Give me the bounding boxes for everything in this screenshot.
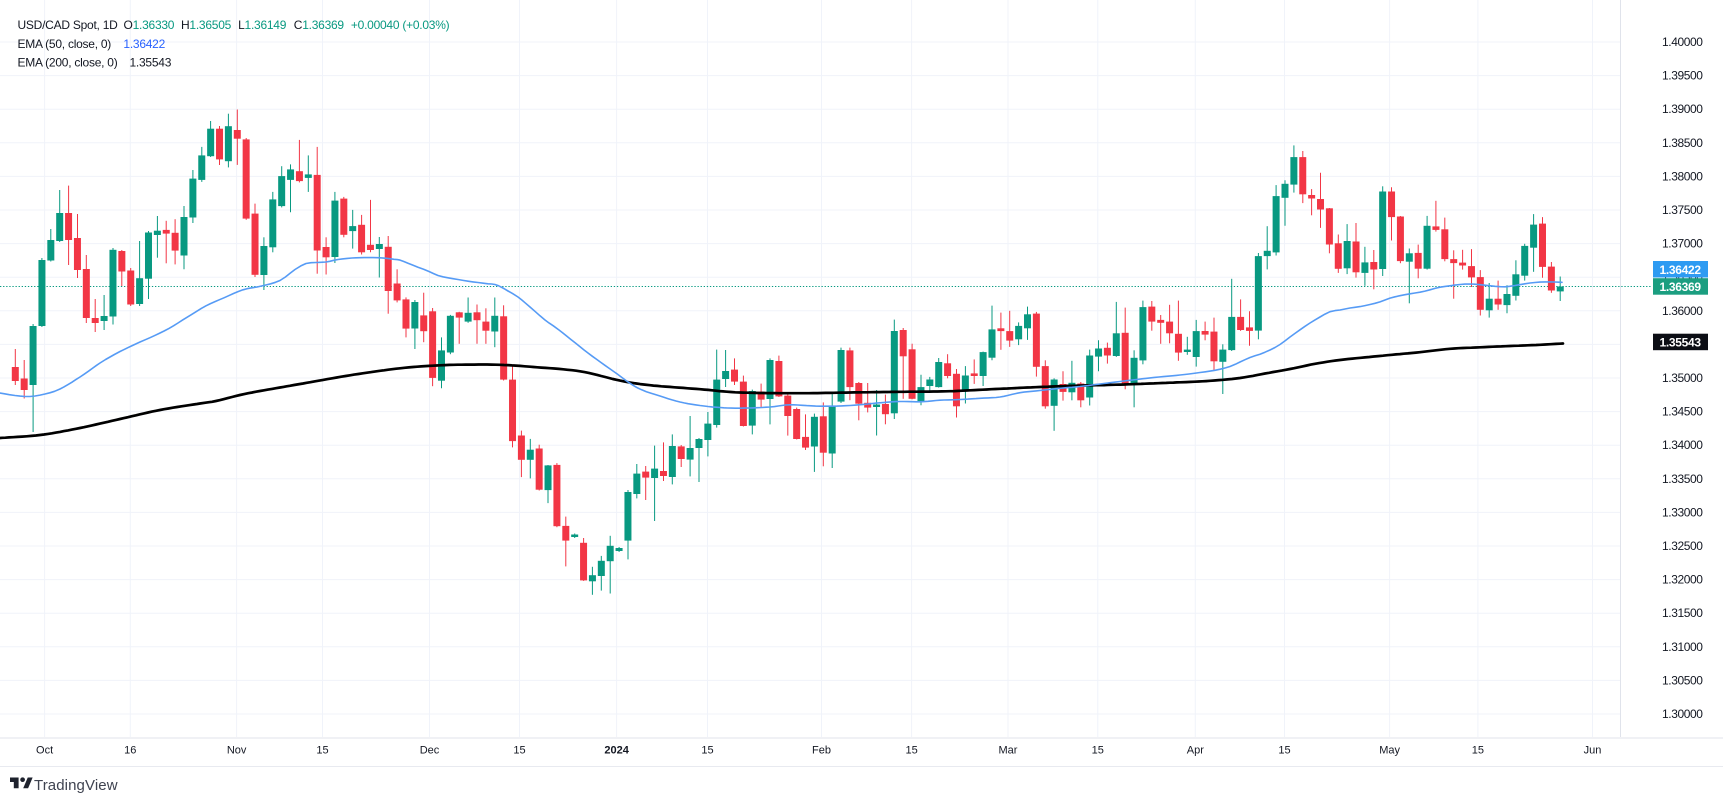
svg-text:EMA (200, close, 0): EMA (200, close, 0) <box>18 55 118 69</box>
svg-text:15: 15 <box>1092 745 1104 757</box>
svg-text:L1.36149: L1.36149 <box>238 18 287 32</box>
svg-text:15: 15 <box>1472 745 1484 757</box>
svg-text:1.39000: 1.39000 <box>1662 102 1703 116</box>
svg-text:1.35543: 1.35543 <box>1660 336 1702 350</box>
svg-text:1.37000: 1.37000 <box>1662 237 1703 251</box>
svg-text:Nov: Nov <box>227 745 247 757</box>
svg-text:C1.36369: C1.36369 <box>294 18 345 32</box>
svg-text:1.32000: 1.32000 <box>1662 573 1703 587</box>
svg-text:1.39500: 1.39500 <box>1662 69 1703 83</box>
svg-text:O1.36330: O1.36330 <box>124 18 175 32</box>
svg-text:USD/CAD Spot, 1D: USD/CAD Spot, 1D <box>18 18 119 32</box>
svg-text:1.31500: 1.31500 <box>1662 606 1703 620</box>
svg-text:1.34500: 1.34500 <box>1662 405 1703 419</box>
svg-text:1.31000: 1.31000 <box>1662 640 1703 654</box>
svg-text:1.35000: 1.35000 <box>1662 371 1703 385</box>
svg-text:1.34000: 1.34000 <box>1662 438 1703 452</box>
svg-text:15: 15 <box>316 745 328 757</box>
svg-text:15: 15 <box>905 745 917 757</box>
svg-text:Oct: Oct <box>36 745 53 757</box>
svg-text:Mar: Mar <box>999 745 1018 757</box>
svg-text:15: 15 <box>701 745 713 757</box>
svg-text:1.36422: 1.36422 <box>123 37 165 51</box>
svg-text:TradingView: TradingView <box>34 777 118 794</box>
svg-text:Apr: Apr <box>1187 745 1204 757</box>
svg-text:1.30500: 1.30500 <box>1662 673 1703 687</box>
svg-text:Dec: Dec <box>420 745 440 757</box>
svg-text:1.33500: 1.33500 <box>1662 472 1703 486</box>
svg-text:2024: 2024 <box>604 745 629 757</box>
svg-text:1.33000: 1.33000 <box>1662 505 1703 519</box>
svg-text:Jun: Jun <box>1584 745 1602 757</box>
svg-text:May: May <box>1379 745 1400 757</box>
svg-text:+0.00040 (+0.03%): +0.00040 (+0.03%) <box>351 18 450 32</box>
svg-text:15: 15 <box>1278 745 1290 757</box>
svg-text:1.35543: 1.35543 <box>130 55 172 69</box>
svg-text:1.36422: 1.36422 <box>1660 263 1702 277</box>
svg-text:16: 16 <box>124 745 136 757</box>
svg-text:1.32500: 1.32500 <box>1662 539 1703 553</box>
svg-text:1.37500: 1.37500 <box>1662 203 1703 217</box>
svg-text:1.36369: 1.36369 <box>1660 280 1702 294</box>
svg-text:15: 15 <box>513 745 525 757</box>
svg-text:EMA (50, close, 0): EMA (50, close, 0) <box>18 37 112 51</box>
svg-text:1.38000: 1.38000 <box>1662 169 1703 183</box>
svg-text:1.40000: 1.40000 <box>1662 35 1703 49</box>
svg-text:Feb: Feb <box>812 745 831 757</box>
svg-text:H1.36505: H1.36505 <box>181 18 232 32</box>
svg-text:1.30000: 1.30000 <box>1662 707 1703 721</box>
svg-text:1.36000: 1.36000 <box>1662 304 1703 318</box>
svg-text:1.38500: 1.38500 <box>1662 136 1703 150</box>
